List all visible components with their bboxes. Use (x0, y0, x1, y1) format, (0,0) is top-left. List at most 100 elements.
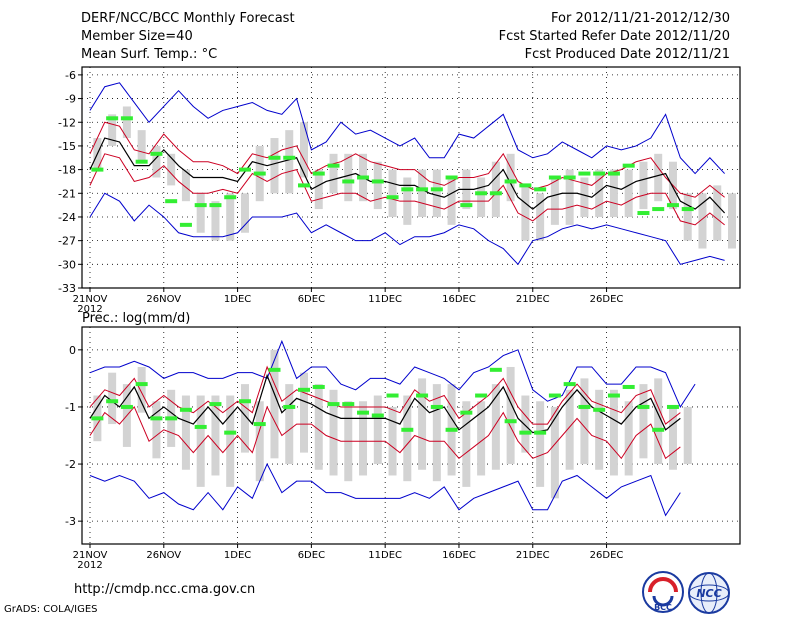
observed-mark (120, 404, 133, 409)
x-tick-label: 26NOV (146, 550, 181, 561)
observed-mark (489, 367, 502, 372)
spread-box (329, 389, 338, 476)
spread-box (388, 406, 397, 476)
observed-mark (342, 402, 355, 407)
observed-mark (578, 171, 591, 176)
spread-box (521, 395, 530, 453)
observed-mark (416, 393, 429, 398)
series-min-line (89, 462, 681, 517)
y-tick-label: -3 (65, 515, 76, 528)
spread-box (536, 193, 545, 241)
observed-mark (504, 179, 517, 184)
observed-mark (135, 159, 148, 164)
spread-box (137, 366, 146, 413)
y-tick-label: -33 (58, 282, 76, 295)
observed-mark (681, 207, 694, 212)
bcc-logo-text: BCC (654, 603, 672, 612)
observed-mark (253, 171, 266, 176)
spread-box (654, 378, 663, 465)
y-tick-label: -9 (65, 93, 76, 106)
observed-mark (224, 195, 237, 200)
spread-box (580, 177, 589, 217)
grads-credit: GrADS: COLA/IGES (4, 604, 98, 615)
x-tick-label: 11DEC (368, 294, 402, 305)
observed-mark (519, 430, 532, 435)
spread-box (447, 177, 456, 225)
bcc-logo: BCC (642, 571, 684, 613)
observed-mark (460, 410, 473, 415)
observed-mark (238, 399, 251, 404)
spread-box (698, 193, 707, 249)
observed-mark (622, 163, 635, 168)
spread-box (211, 395, 220, 476)
observed-mark (548, 393, 561, 398)
spread-box (329, 153, 338, 194)
spread-box (477, 401, 486, 476)
observed-mark (430, 404, 443, 409)
observed-mark (563, 175, 576, 180)
spread-box (196, 395, 205, 487)
observed-mark (283, 155, 296, 160)
spread-box (713, 185, 722, 241)
observed-mark (534, 187, 547, 192)
observed-mark (504, 419, 517, 424)
observed-mark (489, 191, 502, 196)
spread-box (181, 395, 190, 470)
y-tick-label: -2 (65, 458, 76, 471)
observed-mark (401, 187, 414, 192)
year-label: 2012 (77, 304, 102, 315)
spread-box (314, 384, 323, 470)
spread-box (595, 389, 604, 470)
observed-mark (327, 402, 340, 407)
x-tick-label: 6DEC (298, 294, 325, 305)
observed-mark (179, 222, 192, 227)
spread-box (624, 401, 633, 476)
ncc-logo: NCC (688, 572, 730, 614)
y-tick-label: -21 (58, 187, 76, 200)
observed-mark (298, 183, 310, 188)
spread-box (654, 153, 663, 202)
observed-mark (268, 155, 281, 160)
spread-box (285, 384, 294, 465)
x-tick-label: 26DEC (590, 550, 624, 561)
observed-mark (253, 422, 266, 427)
observed-mark (593, 407, 606, 412)
y-tick-label: -1 (65, 401, 76, 414)
ncc-logo-text: NCC (696, 587, 721, 600)
spread-box (167, 153, 176, 186)
spread-box (300, 372, 308, 453)
observed-mark (371, 413, 384, 418)
spread-box (477, 177, 486, 217)
x-tick-label: 21DEC (516, 550, 550, 561)
series-min-line (89, 192, 725, 266)
header-right: For 2012/11/21-2012/12/30 Fcst Started R… (499, 10, 730, 64)
spread-box (388, 169, 397, 217)
spread-box (418, 169, 427, 217)
observed-mark (386, 393, 399, 398)
spread-box (240, 193, 249, 233)
source-url[interactable]: http://cmdp.ncc.cma.gov.cn (74, 582, 256, 597)
observed-mark (150, 416, 163, 421)
observed-mark (91, 416, 104, 421)
observed-mark (666, 404, 679, 409)
observed-mark (445, 175, 458, 180)
observed-mark (268, 367, 281, 372)
observed-mark (519, 183, 532, 188)
chart-panel-2: 0 -1 -2 -3 21NOV 26NOV 1DEC 6DEC 11DEC 16DEC 21DEC… (65, 311, 741, 571)
observed-mark (578, 404, 591, 409)
spread-box (108, 114, 117, 146)
observed-mark (209, 402, 222, 407)
spread-box (226, 193, 235, 241)
observed-mark (165, 416, 178, 421)
observed-mark (165, 199, 178, 204)
observed-mark (622, 384, 635, 389)
spread-box (506, 153, 515, 202)
observed-mark (135, 382, 148, 387)
series-max-line (89, 339, 696, 409)
spread-box (373, 395, 382, 465)
start-date: Fcst Started Refer Date 2012/11/20 (498, 29, 730, 44)
spread-box (683, 193, 692, 241)
spread-box (122, 106, 131, 139)
observed-mark (607, 393, 620, 398)
x-tick-label: 26DEC (590, 294, 624, 305)
